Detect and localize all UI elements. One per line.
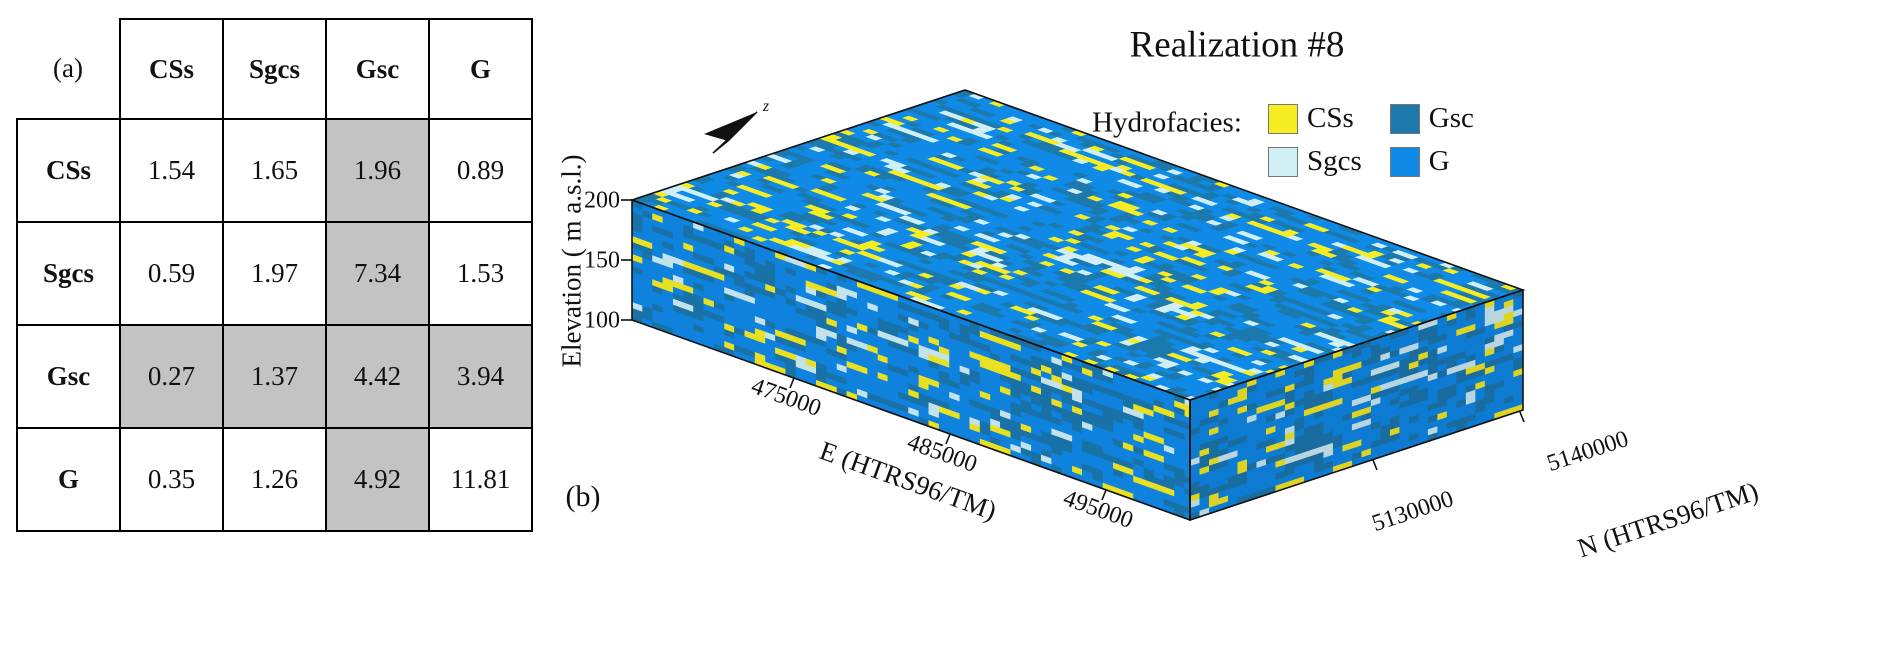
legend-item: CSs [1268, 102, 1362, 135]
matrix-cell: 1.53 [429, 222, 532, 325]
matrix-cell: 1.65 [223, 119, 326, 222]
legend-swatch-g [1390, 147, 1420, 177]
table-row: G 0.35 1.26 4.92 11.81 [17, 428, 532, 531]
col-header-g: G [429, 19, 532, 119]
panel-a-label: (a) [17, 19, 120, 119]
row-header-css: CSs [17, 119, 120, 222]
matrix-cell: 1.54 [120, 119, 223, 222]
row-header-g: G [17, 428, 120, 531]
row-header-sgcs: Sgcs [17, 222, 120, 325]
elevation-tick: 100 [584, 308, 620, 335]
table-row: Sgcs 0.59 1.97 7.34 1.53 [17, 222, 532, 325]
elevation-tick: 150 [584, 248, 620, 275]
legend-item: Sgcs [1268, 145, 1362, 178]
facies-matrix-table: (a) CSs Sgcs Gsc G CSs 1.54 1.65 1.96 0.… [16, 18, 533, 532]
north-arrow-label: z [763, 98, 769, 116]
matrix-cell: 0.35 [120, 428, 223, 531]
matrix-cell: 0.59 [120, 222, 223, 325]
legend-item-label: Gsc [1429, 102, 1474, 135]
matrix-cell: 1.26 [223, 428, 326, 531]
matrix-cell: 1.97 [223, 222, 326, 325]
figure-canvas: { "panel_a": { "label": "(a)", "col_head… [0, 0, 1892, 660]
table-header-row: (a) CSs Sgcs Gsc G [17, 19, 532, 119]
row-header-gsc: Gsc [17, 325, 120, 428]
matrix-cell: 11.81 [429, 428, 532, 531]
north-arrow-icon [704, 112, 757, 153]
matrix-cell: 3.94 [429, 325, 532, 428]
matrix-cell: 1.96 [326, 119, 429, 222]
legend-swatch-css [1268, 104, 1298, 134]
elevation-tick: 200 [584, 188, 620, 215]
matrix-cell: 1.37 [223, 325, 326, 428]
legend-item-label: G [1429, 145, 1450, 178]
table-row: Gsc 0.27 1.37 4.42 3.94 [17, 325, 532, 428]
table-row: CSs 1.54 1.65 1.96 0.89 [17, 119, 532, 222]
legend-item: Gsc [1390, 102, 1474, 135]
legend-item-label: CSs [1307, 102, 1354, 135]
matrix-cell: 7.34 [326, 222, 429, 325]
legend-title: Hydrofacies: [1092, 107, 1242, 140]
legend-swatch-sgcs [1268, 147, 1298, 177]
matrix-cell: 0.89 [429, 119, 532, 222]
panel-b-label: (b) [566, 480, 601, 514]
elevation-axis-title: Elevation ( m a.s.l.) [557, 155, 588, 368]
north-tick: 5140000 [1544, 426, 1632, 478]
legend-swatch-gsc [1390, 104, 1420, 134]
matrix-cell: 4.42 [326, 325, 429, 428]
north-tick: 5130000 [1369, 486, 1457, 538]
hydrofacies-legend: CSs Gsc Sgcs G [1268, 102, 1474, 178]
matrix-cell: 4.92 [326, 428, 429, 531]
col-header-gsc: Gsc [326, 19, 429, 119]
col-header-sgcs: Sgcs [223, 19, 326, 119]
legend-item: G [1390, 145, 1474, 178]
north-axis-title: N (HTRS96/TM) [1574, 476, 1762, 565]
figure-title: Realization #8 [1130, 24, 1345, 67]
legend-item-label: Sgcs [1307, 145, 1362, 178]
col-header-css: CSs [120, 19, 223, 119]
matrix-cell: 0.27 [120, 325, 223, 428]
